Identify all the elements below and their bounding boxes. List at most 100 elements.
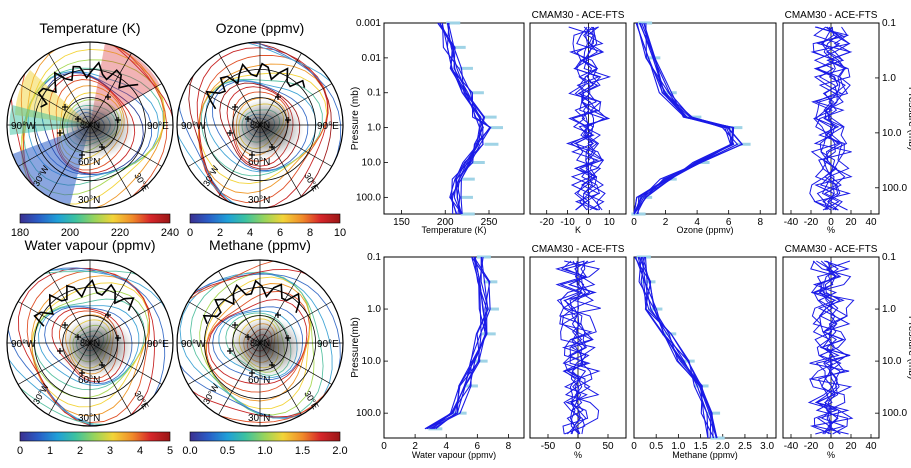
x-axis-label: % [827,225,835,235]
y-tick-label: 0.01 [362,53,382,64]
colorbar-tick-label: 2.0 [332,445,347,457]
measurement-marker [115,335,121,341]
colorbar-tick-label: 8 [307,227,313,239]
measurement-marker [79,152,85,158]
meridian-line [89,52,132,126]
x-tick-label: 0.5 [649,441,663,452]
colorbar-tick-label: 4 [137,445,143,457]
y-tick-label: 100.0 [356,408,381,419]
colorbar-tick-label: 220 [111,227,129,239]
x-axis-label: Ozone (ppmv) [676,225,733,235]
x-tick-label: 0 [575,441,581,452]
x-tick-label: 3.0 [760,441,774,452]
difference-line [813,26,852,211]
difference-line [810,26,851,211]
measurement-marker [269,144,275,150]
colorbar-tick-label: 5 [167,445,173,457]
difference-line [812,260,847,435]
difference-line [813,26,853,211]
profile-line [633,22,735,215]
x-tick-label: -40 [784,217,799,228]
profile-panel: -40 -20 0 20 40% CMAM30 - ACE-FTS 0.1 1.0 10.0 10… [782,10,911,235]
x-tick-label: -10 [560,217,575,228]
x-tick-label: 250 [481,217,498,228]
map-label-90e: 90°E [147,121,169,132]
x-axis-label: Methane (ppmv) [672,450,738,460]
difference-line [559,260,601,435]
colorbar-tick-label: 4 [247,227,253,239]
y-tick-label: 10.0 [882,128,902,139]
y-tick-label: 1.0 [882,304,896,315]
map-label-80n: 80°N [80,120,100,130]
x-tick-label: 200 [437,217,454,228]
profile-line [429,256,489,430]
x-tick-label: 0 [828,441,834,452]
colorbar-tick-label: 0.5 [220,445,235,457]
y-axis-label: Pressure (mb) [350,87,361,150]
profile-lines [424,255,499,431]
map-label-90w: 90°W [181,121,206,132]
colorbar-ozone [189,213,341,224]
profile-line [633,22,732,215]
y-axis-label: Pressure(mb) [350,317,361,378]
measurement-marker [285,117,291,123]
meridian-line [17,124,91,167]
meridian-line [187,342,261,385]
coastline [37,61,139,108]
measurement-marker [57,130,63,136]
x-tick-label: 8 [506,441,512,452]
map-border [6,259,174,427]
x-axis-label: K [575,225,581,235]
meridian-line [89,270,132,344]
polar-map-3 [177,260,343,426]
difference-line [809,260,854,435]
profile-line [635,256,714,439]
meridian-line [259,301,333,344]
profile-panel: 0 2 4 6 8 Ozone (ppmv) [631,21,777,235]
x-tick-label: 4 [443,441,449,452]
measurement-marker [245,116,251,122]
difference-line [810,26,846,211]
map-label-90e: 90°E [147,339,169,350]
measurement-marker [105,312,111,318]
x-tick-label: 6 [475,441,481,452]
x-tick-label: 20 [845,441,857,452]
x-tick-label: 2 [412,441,418,452]
colorbar-tick-label: 6 [277,227,283,239]
map-label-60n: 60°N [248,375,270,386]
difference-line [575,26,608,211]
meridian-line [89,342,132,416]
panel-title: CMAM30 - ACE-FTS [532,244,625,255]
colorbar-tick-label: 1.0 [257,445,272,457]
profile-line [446,22,486,215]
plot-frame [383,22,525,215]
x-tick-label: 1.0 [671,441,685,452]
measurement-marker [62,104,68,110]
profile-panel: -20 -10 0 10 K CMAM30 - ACE-FTS [529,10,627,235]
map-border [6,41,174,209]
meridian-line [48,52,91,126]
x-tick-label: -20 [804,217,819,228]
map-label-90w: 90°W [181,339,206,350]
measurement-marker [227,348,233,354]
meridian-line [17,342,91,385]
meridian-line [218,342,261,416]
profile-panel: -40 -20 0 20 40% CMAM30 - ACE-FTS 0.1 1.0 10.0 10… [782,244,911,460]
x-tick-label: 0 [586,217,592,228]
map-label-30n: 30°N [78,413,100,424]
meridian-line [89,124,163,167]
panel-title: CMAM30 - ACE-FTS [785,10,878,21]
polar-map-1 [177,42,343,208]
map-label-60n: 60°N [78,157,100,168]
x-tick-label: 0 [631,217,637,228]
measurement-marker [105,94,111,100]
measurement-marker [285,335,291,341]
profile-panel: -50 0 50% CMAM30 - ACE-FTS [529,244,627,460]
meridian-line [89,83,163,126]
measurement-marker [232,322,238,328]
y-tick-label: 10.0 [362,356,382,367]
measurement-marker [62,322,68,328]
measurement-marker [245,334,251,340]
x-tick-label: -50 [541,441,556,452]
x-axis-label: % [827,450,835,460]
